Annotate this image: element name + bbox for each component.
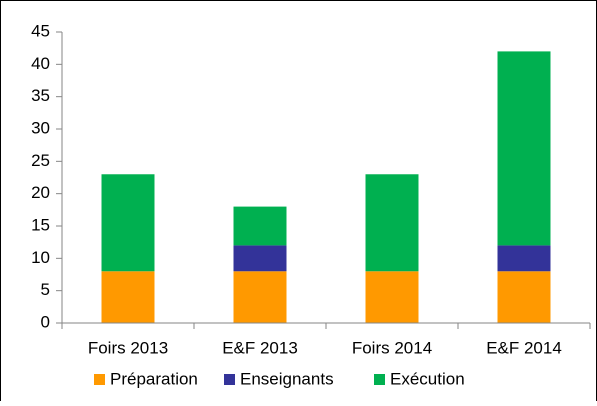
- y-tick-label: 35: [31, 86, 50, 105]
- y-tick-label: 0: [41, 312, 50, 331]
- y-tick-label: 40: [31, 54, 50, 73]
- bar-segment: [101, 271, 155, 323]
- y-tick-label: 20: [31, 183, 50, 202]
- y-tick-label: 15: [31, 215, 50, 234]
- y-tick-label: 10: [31, 248, 50, 267]
- y-tick-label: 25: [31, 151, 50, 170]
- legend-swatch: [224, 374, 235, 385]
- bar-segment: [365, 174, 419, 272]
- legend-swatch: [94, 374, 105, 385]
- bar-segment: [101, 174, 155, 272]
- bar-segment: [233, 271, 287, 323]
- bar-segment: [365, 271, 419, 323]
- bar-segment: [497, 245, 551, 272]
- y-tick-label: 5: [41, 280, 50, 299]
- x-tick-label: E&F 2014: [486, 338, 562, 357]
- legend-label: Exécution: [390, 369, 465, 388]
- legend-swatch: [374, 374, 385, 385]
- x-tick-label: Foirs 2013: [88, 338, 168, 357]
- bar-segment: [233, 206, 287, 246]
- x-tick-label: Foirs 2014: [352, 338, 432, 357]
- y-tick-label: 45: [31, 21, 50, 40]
- bar-segment: [497, 51, 551, 246]
- legend-label: Préparation: [110, 369, 198, 388]
- legend-label: Enseignants: [240, 369, 334, 388]
- bar-segment: [233, 245, 287, 272]
- y-tick-label: 30: [31, 118, 50, 137]
- x-tick-label: E&F 2013: [222, 338, 298, 357]
- bar-segment: [497, 271, 551, 323]
